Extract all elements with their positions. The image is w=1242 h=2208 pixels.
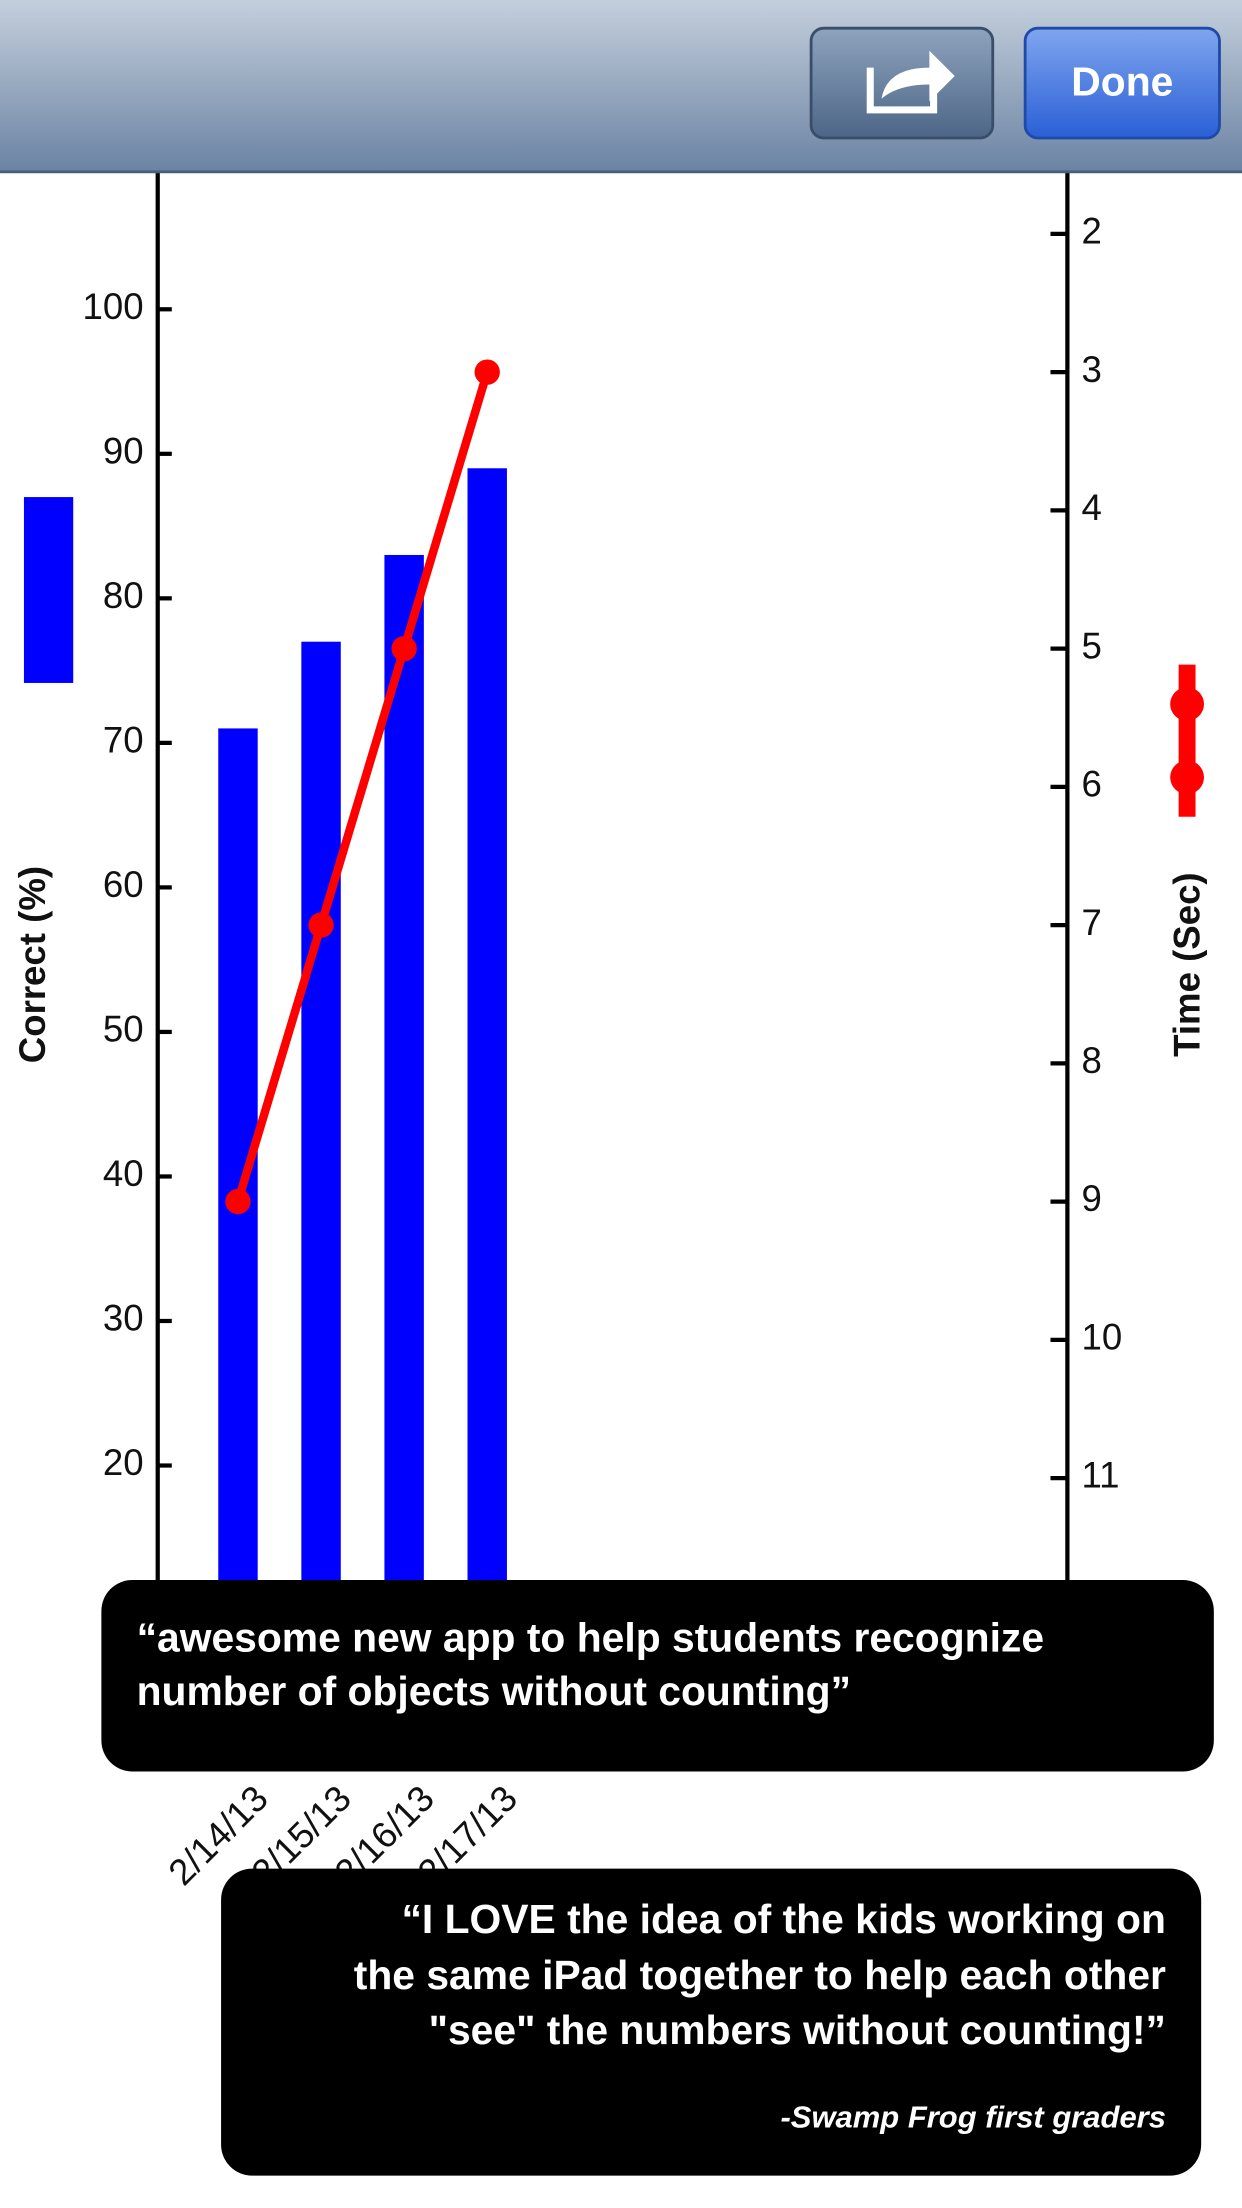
- legend-swatch: [23, 497, 74, 683]
- legend-swatch: [1170, 760, 1204, 795]
- y-tick-label: 90: [103, 430, 144, 471]
- y2-tick-label: 9: [1081, 1178, 1101, 1219]
- y2-tick-label: 7: [1081, 902, 1101, 943]
- share-button[interactable]: [809, 26, 995, 140]
- bar: [301, 641, 341, 1755]
- point: [474, 359, 500, 385]
- point: [391, 635, 417, 662]
- y-tick-label: 40: [103, 1153, 144, 1194]
- y-tick-label: 20: [103, 1442, 144, 1483]
- y-axis-title: Correct (%): [12, 866, 53, 1063]
- done-label[interactable]: Done: [1071, 58, 1173, 104]
- y-tick-label: 30: [103, 1298, 144, 1339]
- done-button[interactable]: Done: [1023, 26, 1221, 140]
- quote-line: “I LOVE the idea of the kids working on: [401, 1896, 1165, 1942]
- point: [225, 1188, 251, 1215]
- quote-line: “awesome new app to help students recogn…: [137, 1614, 1044, 1660]
- quote-box: [101, 1579, 1214, 1772]
- bar: [467, 468, 507, 1755]
- y-tick-label: 60: [103, 864, 144, 905]
- y-tick-label: 100: [83, 286, 144, 327]
- y2-tick-label: 10: [1081, 1317, 1122, 1358]
- line: [233, 370, 492, 1203]
- y-tick-label: 50: [103, 1009, 144, 1050]
- y2-tick-label: 6: [1081, 764, 1101, 805]
- y2-tick-label: 8: [1081, 1040, 1101, 1081]
- y-tick-label: 80: [103, 575, 144, 616]
- legend-swatch: [1170, 687, 1204, 721]
- y2-tick-label: 3: [1081, 349, 1101, 390]
- quote-line: the same iPad together to help each othe…: [354, 1952, 1166, 1998]
- y2-tick-label: 5: [1081, 625, 1101, 666]
- bar: [384, 554, 424, 1755]
- quote-box: [221, 1868, 1202, 2176]
- y2-tick-label: 2: [1081, 211, 1101, 252]
- point: [308, 912, 334, 938]
- quote-line: "see" the numbers without counting!”: [429, 2007, 1166, 2053]
- y2-axis-title: Time (Sec): [1167, 872, 1208, 1056]
- quote-attribution: -Swamp Frog first graders: [780, 2099, 1165, 2134]
- y-tick-label: 70: [103, 720, 144, 761]
- quote-line: number of objects without counting”: [137, 1668, 851, 1714]
- y2-tick-label: 4: [1081, 487, 1101, 528]
- y2-tick-label: 11: [1081, 1455, 1119, 1496]
